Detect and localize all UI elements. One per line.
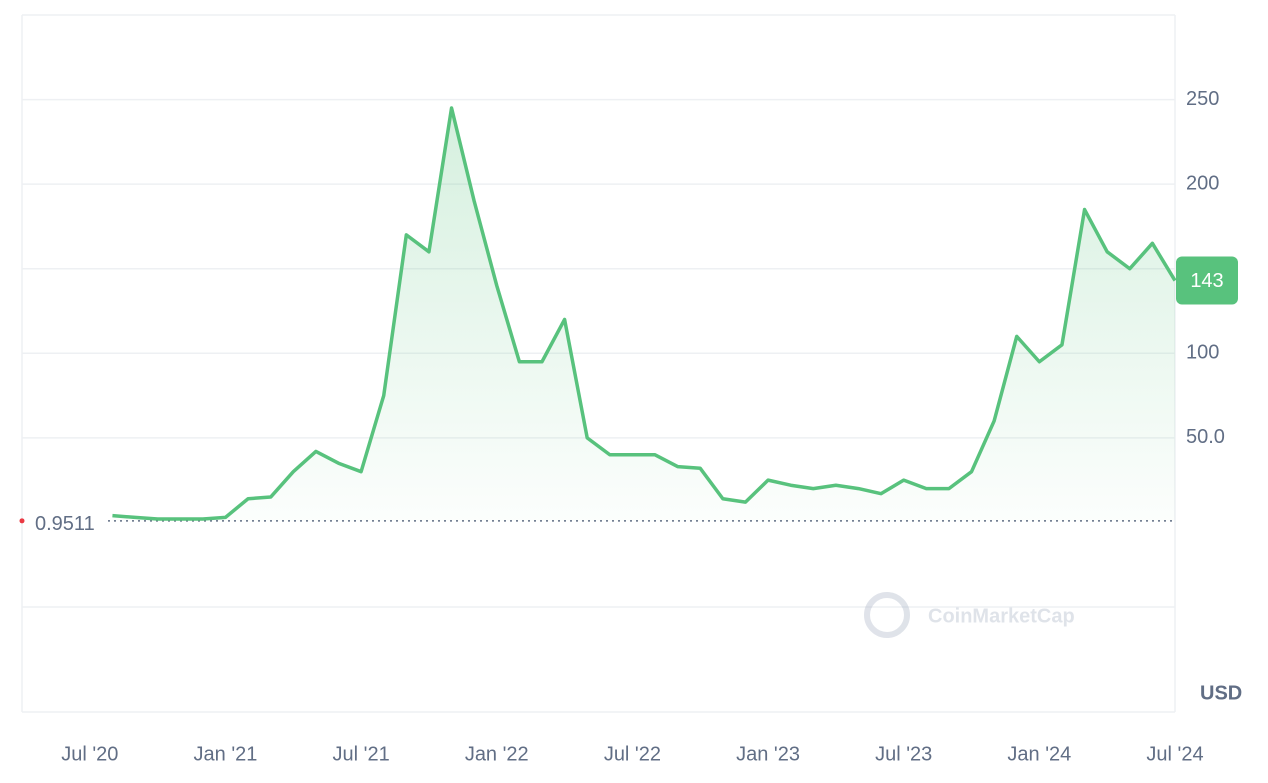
baseline-label: 0.9511	[35, 513, 95, 535]
x-tick-label: Jan '23	[736, 743, 800, 765]
price-line	[112, 106, 1177, 521]
x-tick-label: Jul '22	[604, 743, 661, 765]
x-tick-label: Jan '24	[1007, 743, 1071, 765]
baseline-dot	[19, 518, 25, 524]
x-tick-label: Jul '24	[1146, 743, 1203, 765]
x-tick-label: Jan '22	[465, 743, 529, 765]
x-tick-label: Jul '21	[333, 743, 390, 765]
y-tick-label: 50.0	[1186, 426, 1225, 448]
x-tick-label: Jan '21	[194, 743, 258, 765]
watermark: CoinMarketCap	[864, 592, 1075, 638]
price-badge-label: 143	[1190, 270, 1223, 292]
y-tick-label: 100	[1186, 342, 1219, 364]
area	[112, 108, 1175, 521]
x-tick-label: Jul '20	[61, 743, 118, 765]
price-badge	[1176, 256, 1238, 305]
y-tick-label: 200	[1186, 172, 1219, 194]
x-tick-label: Jul '23	[875, 743, 932, 765]
y-tick-label: 250	[1186, 88, 1219, 110]
watermark-text: CoinMarketCap	[928, 605, 1075, 627]
currency-label: USD	[1200, 682, 1242, 704]
